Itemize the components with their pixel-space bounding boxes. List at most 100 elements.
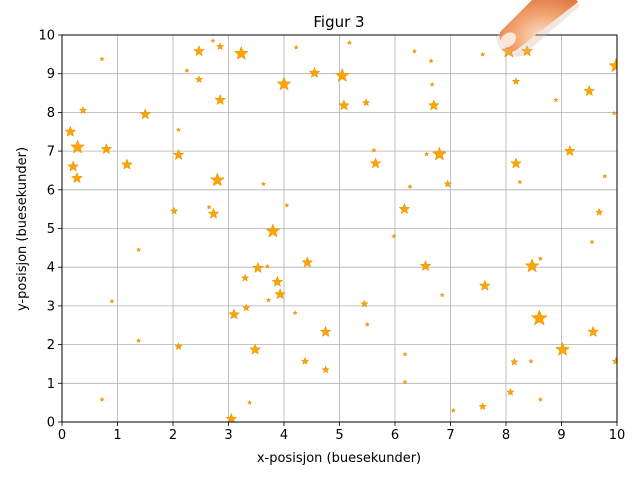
star-point — [208, 208, 219, 219]
y-axis-label: y-posisjon (buesekunder) — [15, 147, 30, 311]
star-point — [216, 42, 224, 50]
star-point — [444, 180, 452, 188]
star-point — [612, 110, 617, 116]
y-tick-label: 4 — [47, 261, 55, 276]
star-point — [335, 68, 350, 82]
star-point — [589, 239, 595, 244]
star-point — [583, 85, 595, 96]
star-point — [170, 207, 178, 215]
star-point — [360, 300, 369, 308]
star-point — [371, 148, 377, 153]
star-point — [173, 149, 184, 160]
star-point — [521, 45, 533, 56]
star-point — [99, 56, 105, 61]
star-point — [261, 181, 266, 186]
star-point — [301, 256, 313, 268]
star-point — [478, 402, 487, 410]
star-point — [266, 297, 271, 303]
x-tick-label: 10 — [609, 428, 626, 443]
x-tick-label: 8 — [502, 428, 510, 443]
y-tick-label: 9 — [47, 67, 55, 82]
star-point — [225, 413, 237, 422]
x-tick-label: 5 — [335, 428, 343, 443]
pointing-finger-overlay — [496, 0, 580, 57]
star-point — [506, 388, 515, 396]
star-point — [602, 173, 607, 179]
y-tick-label: 5 — [47, 222, 55, 237]
star-point — [184, 68, 190, 73]
star-point — [193, 45, 205, 56]
fingernail — [499, 32, 517, 48]
y-tick-label: 2 — [47, 338, 55, 353]
star-point — [139, 108, 151, 119]
star-point — [510, 157, 522, 169]
star-point — [241, 274, 249, 282]
x-tick-label: 6 — [391, 428, 399, 443]
star-point — [428, 58, 434, 63]
star-point — [195, 75, 203, 83]
star-point — [71, 172, 83, 183]
star-point — [136, 247, 141, 252]
star-point — [252, 262, 264, 273]
y-tick-label: 0 — [47, 416, 55, 431]
star-point — [242, 303, 250, 312]
star-point — [284, 202, 289, 208]
star-point — [517, 179, 523, 184]
star-point — [479, 280, 491, 291]
star-point — [365, 322, 370, 327]
star-point — [362, 98, 370, 106]
x-tick-label: 1 — [113, 428, 121, 443]
star-point — [214, 94, 226, 105]
y-tick-label: 7 — [47, 145, 55, 160]
star-point — [121, 158, 133, 170]
star-point — [428, 99, 440, 111]
star-point — [412, 48, 417, 54]
star-point — [99, 397, 105, 402]
star-point — [420, 260, 431, 271]
star-point — [309, 67, 320, 78]
star-point — [608, 58, 617, 72]
star-point — [249, 343, 261, 355]
star-point — [370, 157, 382, 169]
x-axis-label: x-posisjon (buesekunder) — [257, 451, 421, 466]
star-point — [391, 233, 397, 239]
star-point — [206, 204, 212, 210]
y-tick-label: 10 — [38, 29, 55, 44]
star-point — [538, 256, 543, 261]
y-tick-label: 6 — [47, 183, 55, 198]
star-point — [528, 358, 534, 364]
star-point — [347, 40, 352, 45]
star-point — [525, 258, 540, 272]
star-point — [587, 326, 599, 337]
star-point — [64, 126, 76, 137]
y-tick-label: 3 — [47, 299, 55, 314]
star-point — [265, 223, 280, 238]
axis-ticks: 0 1 2 3 4 5 6 7 8 9 10 0 1 2 3 4 5 6 7 8 9 10 — [38, 29, 625, 444]
star-point — [292, 310, 298, 315]
star-point — [451, 408, 456, 413]
star-point — [79, 106, 87, 114]
star-point — [439, 292, 445, 297]
star-point — [277, 76, 291, 91]
chart-title: Figur 3 — [313, 13, 364, 31]
x-tick-label: 3 — [224, 428, 232, 443]
star-point — [429, 82, 435, 87]
star-point — [480, 52, 485, 57]
star-point — [109, 298, 115, 304]
star-point — [234, 46, 249, 60]
star-point — [402, 351, 408, 357]
star-point — [612, 357, 617, 365]
y-tick-label: 1 — [47, 377, 55, 392]
x-tick-label: 2 — [169, 428, 177, 443]
star-point — [228, 308, 240, 320]
star-point — [432, 146, 447, 161]
star-point — [321, 365, 330, 373]
star-point — [338, 99, 350, 111]
star-point — [564, 145, 576, 156]
star-point — [70, 139, 85, 154]
star-point — [210, 172, 225, 187]
star-point — [407, 184, 413, 189]
star-point — [210, 38, 216, 43]
x-tick-label: 7 — [446, 428, 454, 443]
star-point — [555, 342, 570, 356]
